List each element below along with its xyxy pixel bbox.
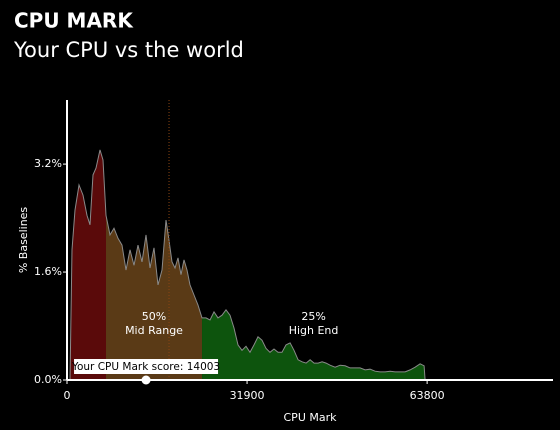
- chart-subtitle: Your CPU vs the world: [13, 38, 244, 62]
- score-label-box: [74, 359, 219, 374]
- y-tick-label: 1.6%: [34, 265, 62, 278]
- region-share: 25%: [301, 310, 325, 323]
- area-line: [69, 149, 426, 381]
- score-marker: [141, 375, 151, 385]
- area-fill: [70, 149, 107, 380]
- x-tick-label: 31900: [230, 389, 265, 402]
- region-label: High End: [289, 324, 339, 337]
- y-tick-label: 3.2%: [34, 157, 62, 170]
- x-tick-label: 0: [64, 389, 71, 402]
- area-fill: [202, 309, 426, 380]
- y-axis-label: % Baselines: [17, 207, 30, 274]
- y-tick-label: 0.0%: [34, 373, 62, 386]
- score-label: Your CPU Mark score: 14003: [71, 361, 220, 373]
- region-share: 50%: [142, 310, 166, 323]
- region-label: Mid Range: [125, 324, 183, 337]
- x-tick-label: 63800: [410, 389, 445, 402]
- chart-title: CPU MARK: [14, 9, 134, 33]
- area-fill: [106, 215, 203, 380]
- x-axis-label: CPU Mark: [284, 411, 338, 424]
